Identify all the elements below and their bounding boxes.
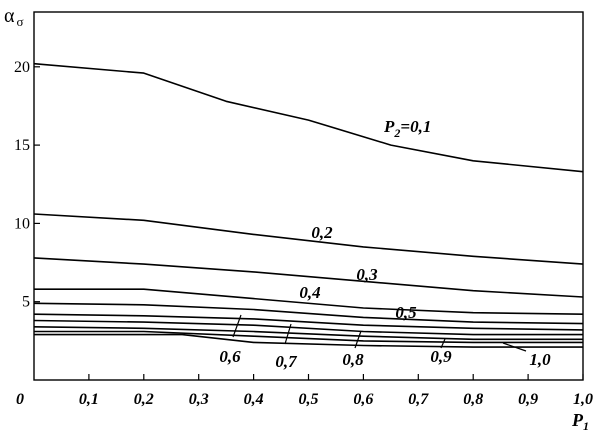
series-line-10: [34, 333, 583, 348]
series-label-8: 0,8: [342, 350, 364, 369]
y-tick-label: 10: [14, 215, 30, 232]
series-line-2: [33, 213, 584, 265]
x-tick-label: 0,8: [463, 391, 483, 408]
x-axis-label-main: P: [571, 410, 584, 430]
series-leader-6: [232, 314, 242, 338]
x-tick-label: 0,9: [518, 391, 538, 408]
origin-label: 0: [16, 391, 24, 408]
series-line-7: [33, 319, 583, 336]
series-label-1-sub: 2: [393, 126, 400, 140]
y-tick-label: 20: [14, 59, 30, 76]
series-leader-7: [284, 323, 292, 345]
series-line-3: [33, 257, 584, 298]
series-leader-10: [502, 342, 527, 352]
series-label-1-main: P: [383, 117, 395, 136]
y-tick-label: 5: [22, 294, 30, 311]
x-tick-label: 0,5: [299, 391, 319, 408]
y-axis-label-main: α: [4, 5, 15, 27]
labels-group: 0,1 0,2 0,3 0,4 0,5 0,6 0,7 0,8 0,9 1,0 0 5 10 15 20 α σ…: [4, 5, 593, 433]
x-tick-label: 0,3: [189, 391, 209, 408]
series-line-9: [34, 330, 583, 344]
axes: [33, 11, 584, 381]
plot-frame: [33, 11, 584, 381]
series-label-3: 0,3: [356, 265, 378, 284]
series-leader-8: [354, 330, 362, 349]
series-label-6: 0,6: [219, 347, 241, 366]
x-tick-label: 0,4: [244, 391, 264, 408]
series-label-2: 0,2: [311, 223, 333, 242]
series-group: [33, 62, 584, 348]
series-line-4: [34, 288, 584, 315]
series-label-9: 0,9: [430, 347, 452, 366]
x-axis-label: P1: [571, 410, 589, 433]
series-label-7: 0,7: [275, 352, 298, 371]
series-label-10: 1,0: [529, 350, 551, 369]
x-tick-label: 0,1: [79, 391, 99, 408]
x-tick-label: 0,6: [353, 391, 373, 408]
series-line-6: [33, 313, 584, 331]
y-axis-label-sub: σ: [16, 14, 23, 29]
series-label-1: P2=0,1: [383, 117, 431, 140]
series-label-1-rest: =0,1: [400, 117, 431, 136]
x-axis-label-sub: 1: [583, 419, 589, 433]
series-line-1: [33, 62, 584, 173]
x-tick-label: 0,2: [134, 391, 154, 408]
series-line-8: [33, 326, 583, 341]
series-leader-9: [440, 338, 446, 349]
x-tick-label: 1,0: [573, 391, 593, 408]
x-tick-label: 0,7: [408, 391, 429, 408]
series-line-5: [33, 302, 584, 325]
series-label-4: 0,4: [299, 283, 320, 302]
y-tick-label: 15: [14, 137, 30, 154]
series-label-5: 0,5: [395, 303, 417, 322]
